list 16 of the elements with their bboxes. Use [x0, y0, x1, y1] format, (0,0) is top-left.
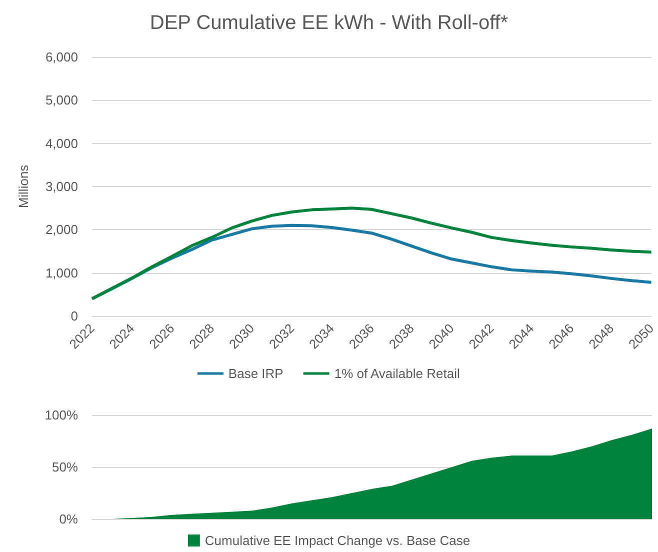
legend-label: Base IRP — [228, 366, 284, 381]
y-tick-label: 50% — [52, 460, 78, 474]
y-tick-label: 4,000 — [45, 136, 78, 151]
chart-title: DEP Cumulative EE kWh - With Roll-off* — [150, 12, 508, 34]
y-tick-label: 0 — [70, 308, 78, 324]
y-tick-label: 6,000 — [45, 50, 78, 64]
legend-label: 1% of Available Retail — [334, 366, 460, 381]
line-series — [90, 206, 653, 300]
y-tick-label: 3,000 — [45, 179, 78, 194]
y-tick-label: 1,000 — [45, 265, 78, 280]
y-tick-label: 2,000 — [45, 222, 78, 238]
y-tick-label: 0% — [59, 512, 78, 526]
y-axis-title: Millions — [16, 164, 31, 208]
legend-label: Cumulative EE Impact Change vs. Base Case — [204, 533, 470, 548]
y-tick-label: 100% — [44, 408, 78, 422]
y-tick-label: 5,000 — [45, 92, 78, 108]
